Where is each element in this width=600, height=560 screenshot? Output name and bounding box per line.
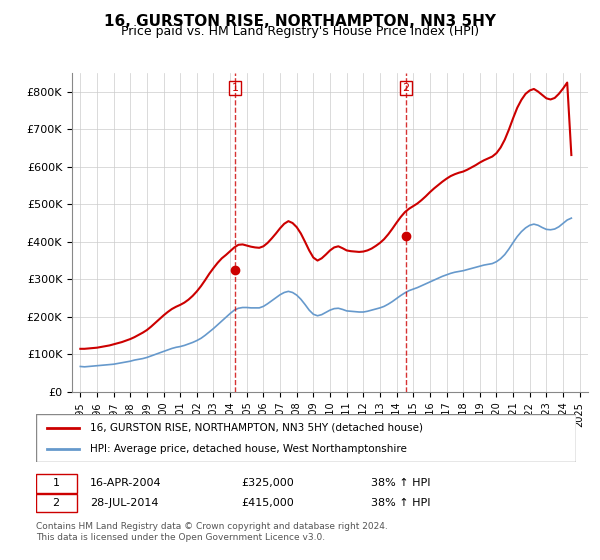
Text: 2: 2 [52, 498, 59, 508]
FancyBboxPatch shape [36, 474, 77, 493]
FancyBboxPatch shape [36, 494, 77, 512]
Text: 28-JUL-2014: 28-JUL-2014 [90, 498, 158, 508]
Text: HPI: Average price, detached house, West Northamptonshire: HPI: Average price, detached house, West… [90, 444, 407, 454]
Text: £325,000: £325,000 [241, 478, 294, 488]
Text: 1: 1 [52, 478, 59, 488]
Text: Contains HM Land Registry data © Crown copyright and database right 2024.: Contains HM Land Registry data © Crown c… [36, 522, 388, 531]
FancyBboxPatch shape [36, 414, 576, 462]
Text: 2: 2 [403, 83, 409, 93]
Text: This data is licensed under the Open Government Licence v3.0.: This data is licensed under the Open Gov… [36, 534, 325, 543]
Text: 16, GURSTON RISE, NORTHAMPTON, NN3 5HY (detached house): 16, GURSTON RISE, NORTHAMPTON, NN3 5HY (… [90, 423, 423, 433]
Text: 38% ↑ HPI: 38% ↑ HPI [371, 478, 430, 488]
Text: 16-APR-2004: 16-APR-2004 [90, 478, 161, 488]
Text: £415,000: £415,000 [241, 498, 294, 508]
Text: 1: 1 [232, 83, 238, 93]
Text: 16, GURSTON RISE, NORTHAMPTON, NN3 5HY: 16, GURSTON RISE, NORTHAMPTON, NN3 5HY [104, 14, 496, 29]
Text: 38% ↑ HPI: 38% ↑ HPI [371, 498, 430, 508]
Text: Price paid vs. HM Land Registry's House Price Index (HPI): Price paid vs. HM Land Registry's House … [121, 25, 479, 38]
